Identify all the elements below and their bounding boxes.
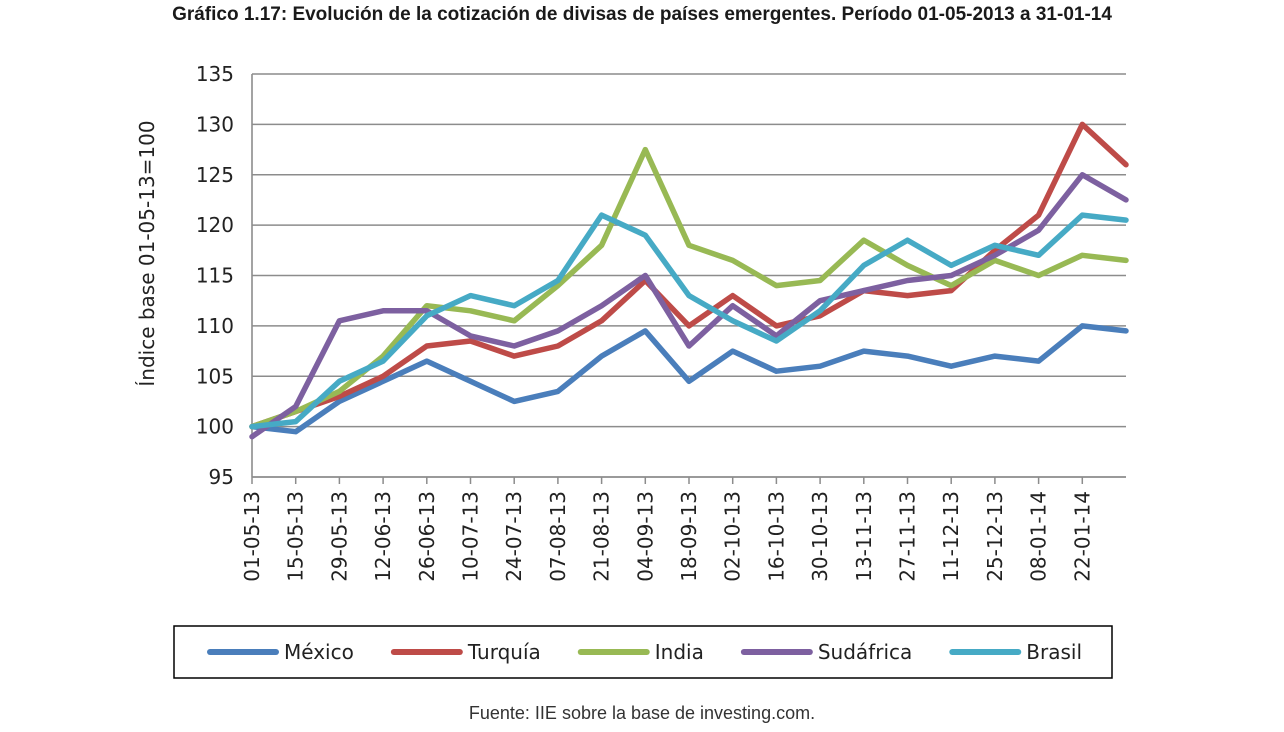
x-tick-label: 01-05-13 [240, 491, 264, 582]
y-tick-label: 130 [196, 112, 234, 136]
x-tick-label: 16-10-13 [764, 491, 788, 582]
legend-label: Sudáfrica [818, 640, 912, 664]
series-lines [249, 121, 1129, 440]
y-tick-label: 100 [196, 415, 234, 439]
y-tick-label: 110 [196, 314, 234, 338]
x-tick-label: 08-01-14 [1027, 491, 1051, 582]
x-tick-label: 15-05-13 [284, 491, 308, 582]
series-line [249, 212, 1129, 430]
legend-label: Brasil [1026, 640, 1082, 664]
y-tick-label: 95 [209, 465, 234, 489]
x-tick-label: 26-06-13 [415, 491, 439, 582]
legend: México Turquía India Sudáfrica Brasil [173, 625, 1113, 679]
x-tick-label: 04-09-13 [633, 491, 657, 582]
y-axis-label: Índice base 01-05-13=100 [135, 120, 159, 386]
y-tick-label: 125 [196, 163, 234, 187]
x-tick-label: 13-11-13 [852, 491, 876, 582]
legend-label: México [284, 640, 354, 664]
x-tick-label: 07-08-13 [546, 491, 570, 582]
legend-label: Turquía [467, 640, 541, 664]
x-tick-label: 21-08-13 [590, 491, 614, 582]
line-chart: 95 100 105 110 115 120 125 130 135 01-05-13 15-05-… [135, 62, 1129, 679]
x-tick-label: 18-09-13 [677, 491, 701, 582]
x-tick-label: 10-07-13 [459, 491, 483, 582]
y-tick-label: 115 [196, 264, 234, 288]
x-tick-label: 30-10-13 [808, 491, 832, 582]
x-tick-label: 02-10-13 [721, 491, 745, 582]
x-tick-label: 25-12-13 [983, 491, 1007, 582]
series-line [249, 146, 1129, 430]
axes: 95 100 105 110 115 120 125 130 135 01-05-13 15-05-… [196, 62, 1126, 582]
x-tick-label: 11-12-13 [939, 491, 963, 582]
y-tick-label: 135 [196, 62, 234, 86]
grid-lines [252, 73, 1126, 478]
x-tick-label: 27-11-13 [896, 491, 920, 582]
x-tick-label: 24-07-13 [502, 491, 526, 582]
source-note: Fuente: IIE sobre la base de investing.c… [468, 703, 816, 723]
series-line [249, 323, 1129, 435]
x-tick-label: 12-06-13 [371, 491, 395, 582]
x-tick-label: 22-01-14 [1070, 491, 1094, 582]
x-tick-label: 29-05-13 [327, 491, 351, 582]
chart-title: Gráfico 1.17: Evolución de la cotización… [172, 4, 1112, 25]
legend-label: India [655, 640, 704, 664]
y-tick-label: 105 [196, 364, 234, 388]
series-line [249, 172, 1129, 440]
y-tick-label: 120 [196, 213, 234, 237]
